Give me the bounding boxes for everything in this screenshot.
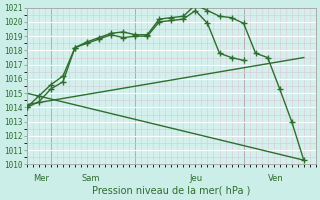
Text: Mer: Mer: [33, 174, 49, 183]
Text: Ven: Ven: [268, 174, 284, 183]
Text: Sam: Sam: [81, 174, 100, 183]
Text: Jeu: Jeu: [189, 174, 203, 183]
X-axis label: Pression niveau de la mer( hPa ): Pression niveau de la mer( hPa ): [92, 186, 251, 196]
